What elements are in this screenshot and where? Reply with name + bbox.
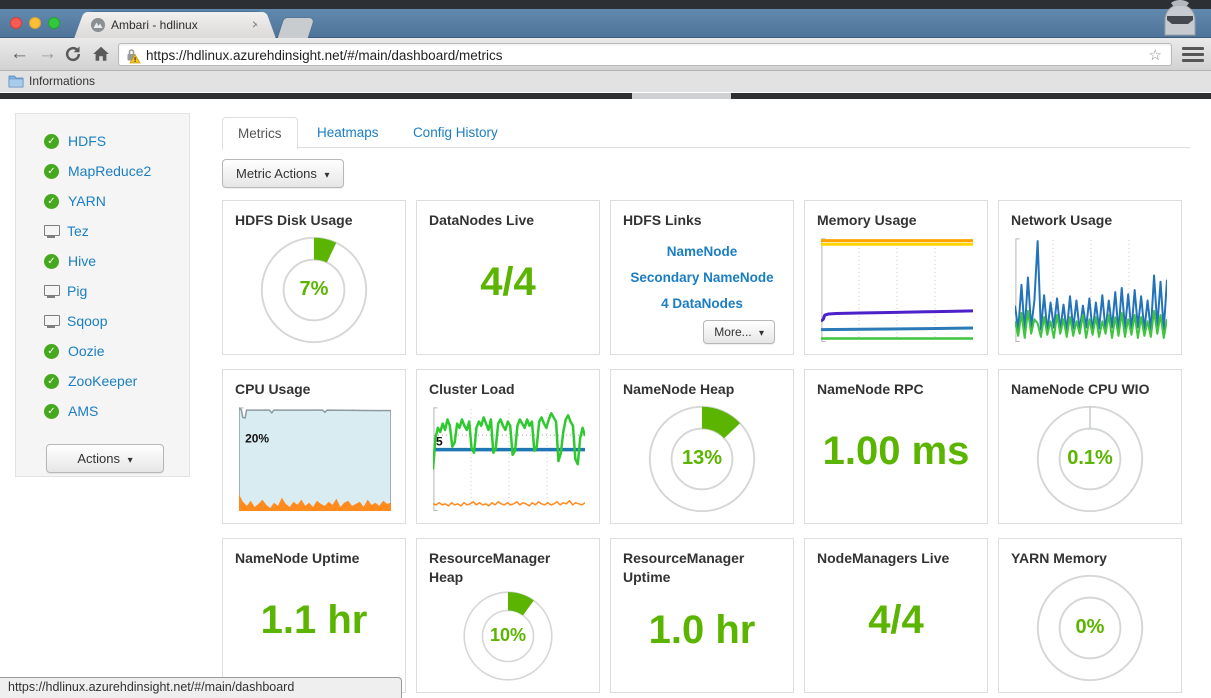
- desktop-strip: [0, 0, 1211, 9]
- sidebar-item-pig[interactable]: Pig: [44, 276, 189, 306]
- widget-network-usage: Network Usage: [998, 200, 1182, 355]
- ambari-active-nav-highlight: [632, 93, 731, 99]
- widget-namenode-cpu-wio: NameNode CPU WIO 0.1%: [998, 369, 1182, 524]
- namenode-rpc-value: 1.00 ms: [822, 429, 970, 474]
- health-check-icon: ✓: [44, 193, 59, 209]
- health-check-icon: ✓: [44, 373, 59, 389]
- widget-yarn-memory: YARN Memory 0%: [998, 538, 1182, 693]
- ambari-favicon-icon: [91, 18, 105, 32]
- ssl-warning-lock-icon[interactable]: [124, 47, 141, 64]
- datanodes-live-value: 4/4: [480, 260, 536, 305]
- hdfs-disk-usage-donut: 7%: [258, 234, 370, 346]
- tab-metrics[interactable]: Metrics: [222, 117, 298, 150]
- cpu-usage-chart[interactable]: 20%: [239, 407, 391, 511]
- sidebar-item-hdfs[interactable]: ✓ HDFS: [44, 126, 189, 156]
- sidebar-item-yarn[interactable]: ✓ YARN: [44, 186, 189, 216]
- caret-down-icon: ▾: [758, 327, 764, 339]
- widget-memory-usage: Memory Usage: [804, 200, 988, 355]
- caret-down-icon: ▾: [127, 455, 133, 466]
- widget-hdfs-links: HDFS Links NameNode Secondary NameNode 4…: [610, 200, 794, 355]
- resourcemanager-heap-donut: 10%: [461, 589, 555, 683]
- network-usage-chart[interactable]: [1015, 238, 1167, 342]
- tab-close-icon[interactable]: ×: [251, 16, 260, 32]
- browser-tab[interactable]: Ambari - hdlinux ×: [86, 12, 264, 38]
- health-check-icon: ✓: [44, 163, 59, 179]
- widget-cpu-usage: CPU Usage 20%: [222, 369, 406, 524]
- widgets-grid: HDFS Disk Usage 7% DataNodes Live 4/4 HD…: [222, 200, 1182, 693]
- datanodes-link[interactable]: 4 DataNodes: [661, 295, 743, 311]
- forward-button[interactable]: →: [38, 43, 57, 64]
- tab-title: Ambari - hdlinux: [111, 18, 198, 32]
- url-text: https://hdlinux.azurehdinsight.net/#/mai…: [146, 48, 503, 63]
- namenode-cpu-wio-donut: 0.1%: [1034, 403, 1146, 515]
- widget-namenode-heap: NameNode Heap 13%: [610, 369, 794, 524]
- health-check-icon: ✓: [44, 403, 59, 419]
- cluster-load-chart[interactable]: 5: [433, 407, 585, 511]
- close-window-button[interactable]: [10, 17, 22, 29]
- nodemanagers-live-value: 4/4: [868, 598, 924, 643]
- sidebar-item-tez[interactable]: Tez: [44, 216, 189, 246]
- widget-hdfs-disk-usage: HDFS Disk Usage 7%: [222, 200, 406, 355]
- widget-resourcemanager-uptime: ResourceManager Uptime 1.0 hr: [610, 538, 794, 693]
- zoom-window-button[interactable]: [48, 17, 60, 29]
- namenode-heap-donut: 13%: [646, 403, 758, 515]
- back-button[interactable]: ←: [10, 43, 29, 64]
- resourcemanager-uptime-value: 1.0 hr: [648, 607, 756, 652]
- dashboard-tabs: Metrics Heatmaps Config History: [222, 116, 1190, 150]
- memory-usage-chart[interactable]: [821, 238, 973, 342]
- yarn-memory-donut: 0%: [1034, 572, 1146, 684]
- status-link-tooltip: https://hdlinux.azurehdinsight.net/#/mai…: [0, 677, 402, 698]
- services-sidebar: ✓ HDFS ✓ MapReduce2 ✓ YARN Tez ✓ Hive Pi…: [15, 113, 190, 477]
- sidebar-item-hive[interactable]: ✓ Hive: [44, 246, 189, 276]
- widget-namenode-uptime: NameNode Uptime 1.1 hr: [222, 538, 406, 693]
- widget-cluster-load: Cluster Load 5: [416, 369, 600, 524]
- ambari-page: ✓ HDFS ✓ MapReduce2 ✓ YARN Tez ✓ Hive Pi…: [0, 92, 1211, 698]
- sidebar-item-zookeeper[interactable]: ✓ ZooKeeper: [44, 366, 189, 396]
- health-check-icon: ✓: [44, 133, 59, 149]
- widget-nodemanagers-live: NodeManagers Live 4/4: [804, 538, 988, 693]
- chrome-menu-button[interactable]: [1182, 47, 1204, 63]
- minimize-window-button[interactable]: [29, 17, 41, 29]
- namenode-link[interactable]: NameNode: [666, 243, 738, 259]
- bookmarks-bar: Informations: [0, 71, 1211, 92]
- health-check-icon: ✓: [44, 253, 59, 269]
- client-monitor-icon: [44, 224, 60, 238]
- caret-down-icon: ▾: [324, 170, 330, 181]
- browser-toolbar: ← → https://hdlinux.azurehdinsight.net/#…: [0, 38, 1211, 71]
- secondary-namenode-link[interactable]: Secondary NameNode: [630, 269, 774, 285]
- home-button[interactable]: [92, 45, 110, 63]
- more-button[interactable]: More... ▾: [703, 319, 775, 344]
- bookmark-star-icon[interactable]: ☆: [1148, 47, 1162, 64]
- widget-resourcemanager-heap: ResourceManager Heap 10%: [416, 538, 600, 693]
- health-check-icon: ✓: [44, 343, 59, 359]
- client-monitor-icon: [44, 314, 60, 328]
- ambari-top-nav-edge: [0, 93, 1211, 99]
- namenode-uptime-value: 1.1 hr: [260, 598, 368, 643]
- hdfs-links-list: NameNode Secondary NameNode 4 DataNodes: [623, 244, 781, 311]
- reload-button[interactable]: [64, 45, 82, 63]
- client-monitor-icon: [44, 284, 60, 298]
- bookmark-folder-icon[interactable]: [8, 74, 24, 88]
- bookmark-folder-label[interactable]: Informations: [29, 74, 96, 88]
- ghost-extension-icon[interactable]: [1157, 0, 1203, 38]
- sidebar-item-ams[interactable]: ✓ AMS: [44, 396, 189, 426]
- sidebar-item-oozie[interactable]: ✓ Oozie: [44, 336, 189, 366]
- tab-config-history[interactable]: Config History: [412, 125, 498, 140]
- actions-button[interactable]: Actions ▾: [46, 444, 164, 473]
- new-tab-button[interactable]: [277, 18, 315, 38]
- url-bar[interactable]: https://hdlinux.azurehdinsight.net/#/mai…: [118, 43, 1172, 66]
- window-titlebar: Ambari - hdlinux ×: [0, 9, 1211, 38]
- metric-actions-button[interactable]: Metric Actions ▾: [222, 159, 344, 188]
- widget-namenode-rpc: NameNode RPC 1.00 ms: [804, 369, 988, 524]
- widget-datanodes-live: DataNodes Live 4/4: [416, 200, 600, 355]
- sidebar-item-sqoop[interactable]: Sqoop: [44, 306, 189, 336]
- tab-heatmaps[interactable]: Heatmaps: [316, 125, 379, 140]
- sidebar-item-mapreduce2[interactable]: ✓ MapReduce2: [44, 156, 189, 186]
